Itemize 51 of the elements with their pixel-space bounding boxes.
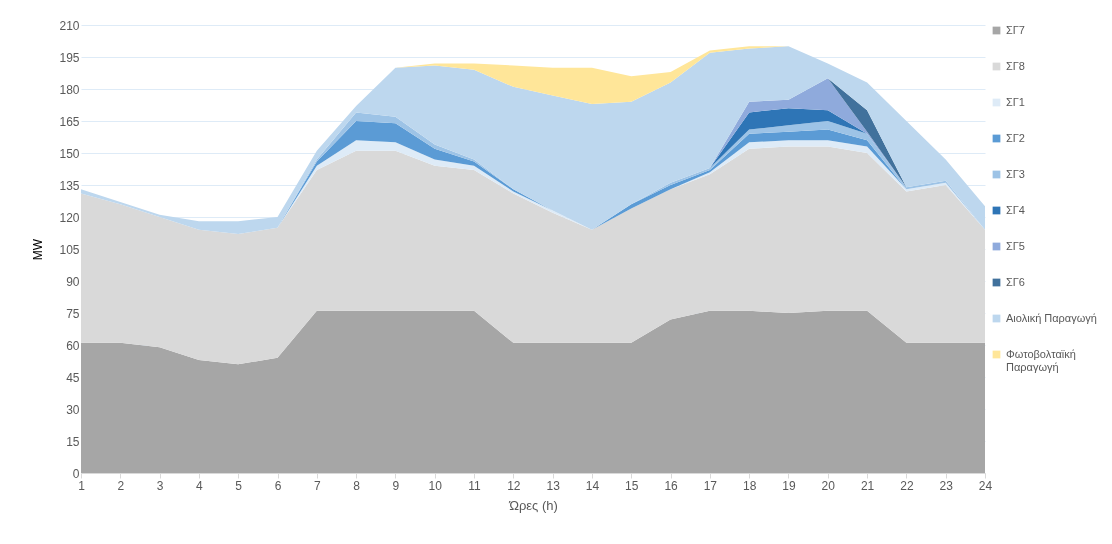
x-tick-label: 5 xyxy=(235,478,243,493)
x-tick-label: 10 xyxy=(428,478,443,493)
x-tick-label: 6 xyxy=(274,478,282,493)
x-tick-label: 8 xyxy=(353,478,361,493)
legend-label: Αιολική Παραγωγή xyxy=(1006,311,1097,324)
y-tick-label: 45 xyxy=(66,370,80,385)
x-tick-label: 22 xyxy=(900,478,914,493)
legend-label: ΣΓ5 xyxy=(1006,239,1025,252)
x-tick-label: 9 xyxy=(392,478,400,493)
x-tick-label: 20 xyxy=(821,478,836,493)
x-tick-label: 17 xyxy=(703,478,718,493)
x-tick-label: 7 xyxy=(313,478,321,493)
y-tick-label: 75 xyxy=(66,306,80,321)
legend-label: ΣΓ2 xyxy=(1006,131,1025,144)
x-tick-label: 12 xyxy=(507,478,521,493)
x-tick-label: 24 xyxy=(978,478,993,493)
y-tick-label: 0 xyxy=(72,466,80,481)
y-tick-label: 180 xyxy=(59,82,80,97)
y-tick-label: 60 xyxy=(66,338,80,353)
x-tick-label: 19 xyxy=(782,478,796,493)
x-tick-label: 16 xyxy=(664,478,679,493)
y-tick-label: 30 xyxy=(66,402,80,417)
legend-label: ΣΓ4 xyxy=(1006,203,1025,216)
legend-label: ΣΓ8 xyxy=(1006,59,1025,72)
y-tick-label: 105 xyxy=(59,242,80,257)
y-tick-label: 135 xyxy=(59,178,80,193)
x-tick-label: 15 xyxy=(625,478,639,493)
legend-label: ΣΓ1 xyxy=(1006,95,1025,108)
x-tick-label: 14 xyxy=(585,478,600,493)
x-tick-label: 23 xyxy=(939,478,954,493)
x-tick-label: 4 xyxy=(196,478,204,493)
x-tick-label: 1 xyxy=(78,478,86,493)
x-tick-label: 11 xyxy=(468,478,482,493)
y-tick-label: 120 xyxy=(59,210,80,225)
legend-label: ΣΓ6 xyxy=(1006,275,1025,288)
x-axis-title: Ώρες (h) xyxy=(508,497,558,513)
x-tick-label: 2 xyxy=(117,478,125,493)
y-tick-label: 165 xyxy=(59,114,80,129)
x-tick-label: 21 xyxy=(860,478,875,493)
legend-label: ΣΓ3 xyxy=(1006,167,1025,180)
y-tick-label: 195 xyxy=(59,50,80,65)
y-tick-label: 15 xyxy=(66,434,80,449)
legend-label: Φωτοβολταϊκή Παραγωγή xyxy=(1006,347,1076,373)
x-tick-label: 18 xyxy=(742,478,757,493)
y-tick-label: 210 xyxy=(59,18,80,33)
y-axis-title: MW xyxy=(31,238,46,261)
y-tick-label: 150 xyxy=(59,146,80,161)
legend-label: ΣΓ7 xyxy=(1006,23,1025,36)
x-tick-label: 13 xyxy=(546,478,561,493)
x-tick-label: 3 xyxy=(156,478,164,493)
y-tick-label: 90 xyxy=(66,274,80,289)
